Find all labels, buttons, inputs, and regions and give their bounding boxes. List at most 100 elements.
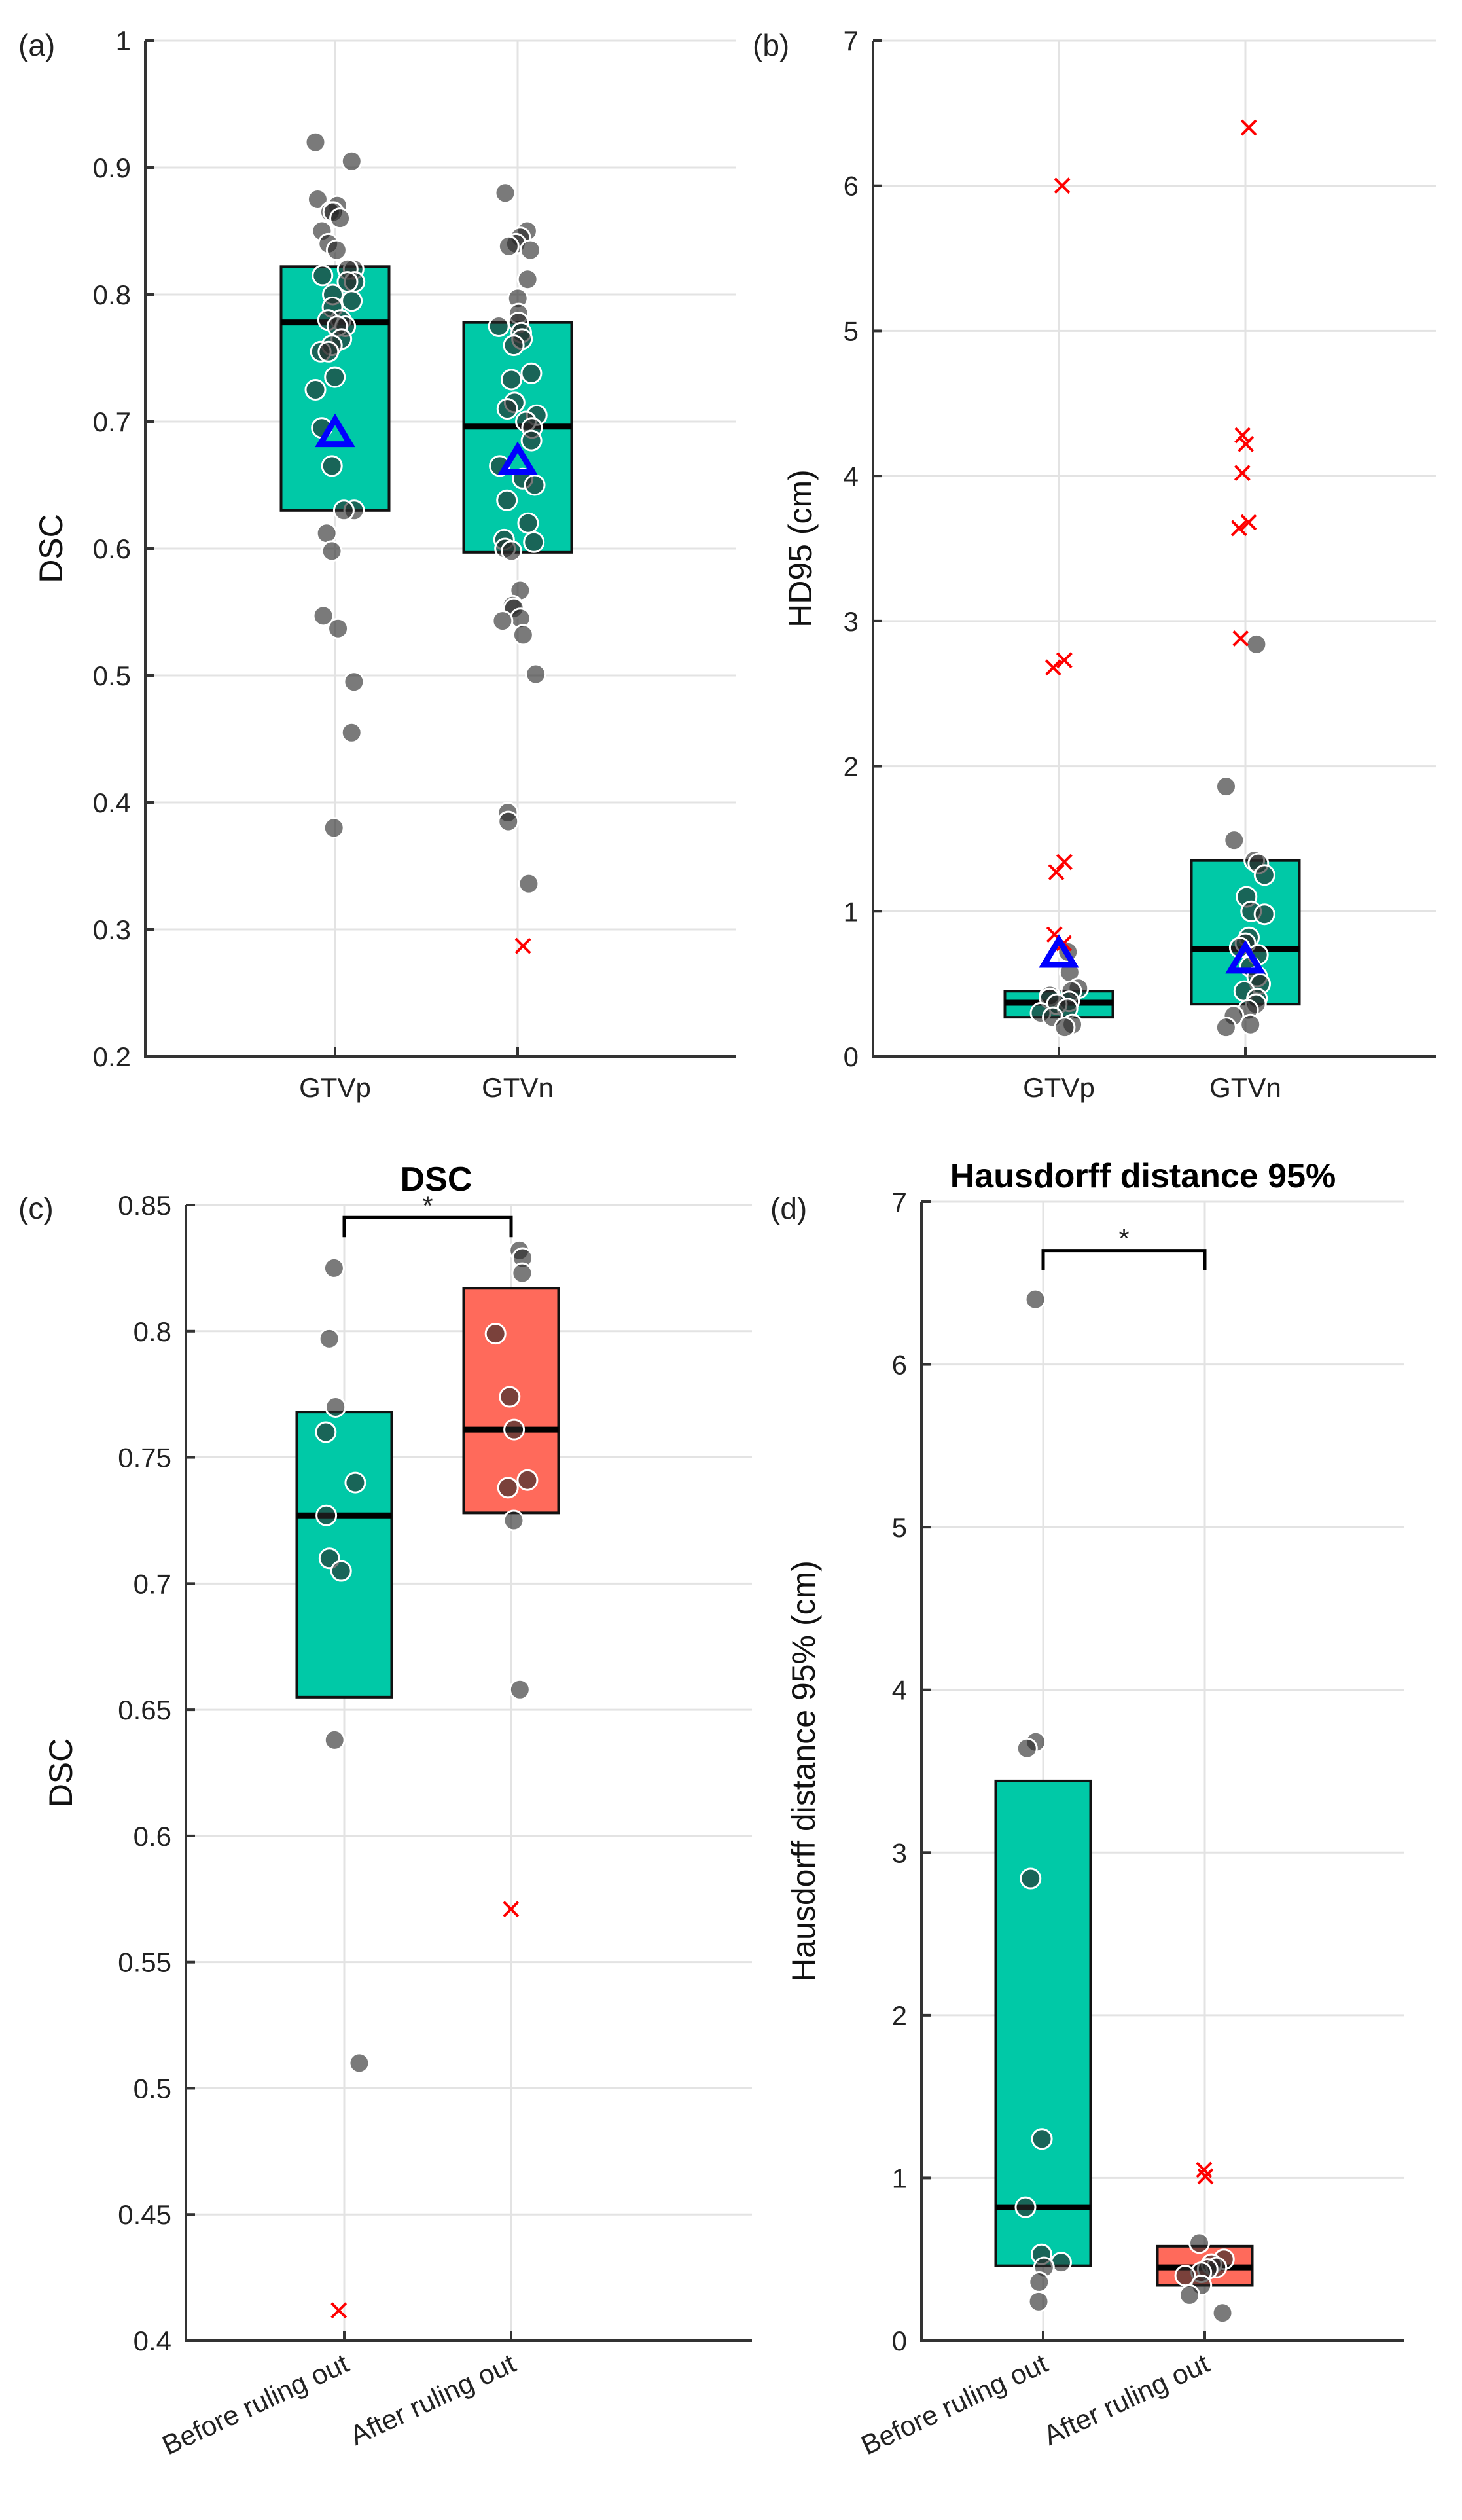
y-tick-label: 3: [892, 1837, 907, 1868]
data-point: [500, 369, 522, 391]
y-tick-label: 2: [844, 751, 859, 782]
data-point: [340, 721, 363, 744]
outlier-marker: [1238, 435, 1255, 452]
data-point: [324, 366, 346, 388]
series-gtvn: [1190, 119, 1301, 1039]
y-tick-label: 1: [116, 26, 131, 56]
y-tick-label: 0.5: [134, 2073, 171, 2104]
box-iqr: [295, 1411, 393, 1699]
y-tick-label: 0.45: [118, 2199, 171, 2230]
data-point: [516, 268, 539, 291]
series-before-ruling-out: [295, 1257, 393, 2319]
x-tick-label: After ruling out: [1039, 2347, 1214, 2451]
outlier-marker: [1230, 520, 1247, 537]
outlier-marker: [503, 1901, 520, 1918]
data-point: [518, 873, 540, 895]
mean-marker: [497, 441, 538, 475]
data-point: [1024, 1288, 1046, 1310]
y-tick-label: 0.85: [118, 1190, 171, 1221]
data-point: [496, 398, 518, 420]
series-gtvp: [279, 131, 391, 839]
mean-marker: [315, 413, 355, 448]
data-point: [503, 1418, 526, 1441]
data-point: [312, 605, 334, 627]
data-point: [516, 1469, 539, 1491]
data-point: [1031, 2128, 1053, 2150]
data-point: [1215, 1017, 1237, 1039]
data-point: [512, 624, 534, 646]
y-axis-label: DSC: [33, 514, 69, 583]
data-point: [1188, 2232, 1211, 2254]
y-tick-label: 0.2: [93, 1041, 131, 1072]
y-tick-label: 0.5: [93, 660, 131, 691]
x-tick-label: GTVn: [482, 1072, 554, 1103]
data-point: [343, 671, 365, 693]
y-tick-label: 6: [892, 1350, 907, 1380]
data-point: [517, 512, 539, 534]
y-axis-label: HD95 (cm): [782, 469, 819, 628]
y-tick-label: 7: [892, 1187, 907, 1217]
data-point: [315, 522, 338, 545]
chart-panel-3: 0.4 0.45 0.5 0.55 0.6 0.65 0.7 0.75 0.8 0.85 Befor…: [18, 1161, 752, 2460]
data-point: [497, 810, 520, 833]
data-point: [494, 182, 516, 204]
data-point: [312, 264, 334, 287]
box-iqr: [462, 321, 573, 554]
significance-star: *: [1118, 1223, 1129, 1254]
axes-frame: [872, 41, 1436, 1058]
data-point: [304, 131, 327, 153]
data-point: [321, 540, 343, 562]
data-point: [1215, 776, 1237, 798]
series-gtvp: [1003, 177, 1114, 1039]
outlier-marker: [1240, 514, 1257, 531]
y-tick-label: 0.55: [118, 1947, 171, 1978]
data-point: [501, 540, 523, 562]
data-point: [488, 315, 510, 337]
data-point: [327, 617, 349, 639]
data-point: [325, 239, 348, 261]
data-point: [323, 1257, 345, 1279]
data-point: [508, 1678, 531, 1701]
data-point: [344, 1471, 366, 1494]
data-point: [340, 150, 363, 172]
x-tick-label: After ruling out: [345, 2347, 520, 2451]
y-tick-label: 4: [844, 461, 859, 492]
data-point: [1016, 1737, 1038, 1759]
chart-title: DSC: [401, 1161, 472, 1198]
outlier-marker: [1197, 2168, 1214, 2185]
data-point: [1027, 2290, 1050, 2313]
data-point: [1253, 903, 1275, 926]
y-tick-label: 0.65: [118, 1695, 171, 1725]
mean-marker: [1225, 940, 1266, 974]
outlier-marker: [1234, 427, 1251, 444]
outlier-marker: [1054, 177, 1071, 194]
x-tick-label: GTVp: [299, 1072, 371, 1103]
significance-star: *: [422, 1190, 433, 1221]
x-tick-label: GTVn: [1209, 1072, 1281, 1103]
panel-label: (c): [18, 1191, 54, 1225]
y-tick-label: 0: [844, 1041, 859, 1072]
y-axis-label: Hausdorff distance 95% (cm): [785, 1560, 822, 1982]
y-tick-label: 0.4: [134, 2326, 171, 2356]
data-point: [499, 1386, 521, 1408]
significance-bracket: [1041, 1249, 1207, 1270]
series-before-ruling-out: [994, 1288, 1092, 2313]
panel-label: (a): [18, 28, 55, 62]
data-point: [1211, 2302, 1234, 2324]
outlier-marker: [330, 2302, 348, 2319]
data-point: [330, 1560, 352, 1582]
data-point: [1239, 1013, 1262, 1035]
y-tick-label: 0.75: [118, 1443, 171, 1473]
data-point: [318, 1327, 340, 1350]
data-point: [315, 1421, 337, 1443]
data-point: [1054, 1017, 1076, 1039]
y-axis-label: DSC: [43, 1738, 79, 1808]
data-point: [497, 235, 520, 257]
data-point: [323, 1729, 346, 1751]
axes-frame: [185, 1205, 752, 2342]
data-point: [315, 1504, 338, 1526]
data-point: [1253, 864, 1275, 886]
data-point: [511, 1262, 533, 1284]
